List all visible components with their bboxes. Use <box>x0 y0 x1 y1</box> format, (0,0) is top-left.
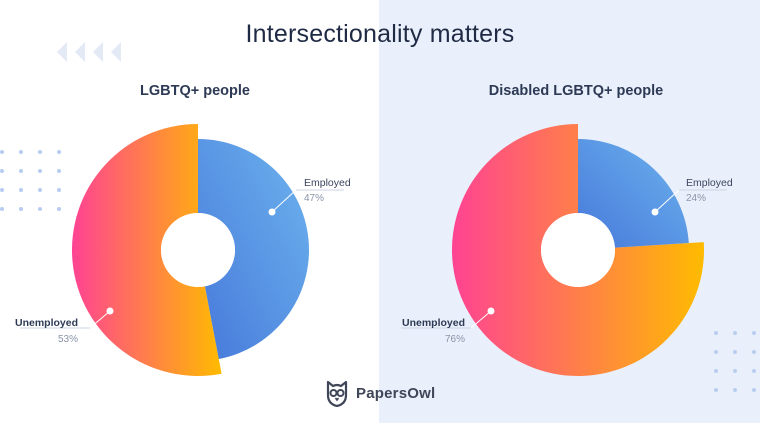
value-employed: 47% <box>304 193 324 204</box>
chevron-decoration-icon <box>57 42 121 62</box>
decoration-dot <box>19 169 23 173</box>
decoration-dot <box>57 188 61 192</box>
decoration-dot <box>38 207 42 211</box>
decoration-dot <box>38 169 42 173</box>
chart-disabled-lgbtq: Employed 24% Unemployed 76% <box>401 124 733 376</box>
chart-title-lgbtq: LGBTQ+ people <box>140 83 250 99</box>
decoration-dot <box>38 188 42 192</box>
slice-employed <box>198 139 309 360</box>
page-title: Intersectionality matters <box>245 20 515 48</box>
leader-line-employed <box>654 189 680 213</box>
decoration-dot <box>19 150 23 154</box>
decoration-dot <box>733 331 737 335</box>
decoration-dot <box>0 207 4 211</box>
decoration-dot <box>19 207 23 211</box>
chart-title-disabled-lgbtq: Disabled LGBTQ+ people <box>488 83 664 99</box>
slice-employed <box>578 139 689 248</box>
decoration-dot <box>0 188 4 192</box>
decoration-dot <box>714 331 718 335</box>
value-unemployed: 76% <box>445 334 465 345</box>
decoration-dot <box>19 188 23 192</box>
decoration-dot <box>714 388 718 392</box>
marker-unemployed <box>487 307 495 315</box>
decoration-dot <box>0 169 4 173</box>
owl-logo-icon <box>326 380 348 407</box>
brand-logo: PapersOwl <box>325 380 435 407</box>
leader-line-employed <box>271 189 297 213</box>
decoration-dot <box>57 150 61 154</box>
slice-unemployed <box>452 124 704 376</box>
decoration-dot <box>752 331 756 335</box>
brand-name: PapersOwl <box>356 385 436 402</box>
value-employed: 24% <box>686 193 706 204</box>
decoration-dot <box>752 369 756 373</box>
marker-unemployed <box>106 307 114 315</box>
decoration-dot <box>733 350 737 354</box>
decoration-dot <box>57 169 61 173</box>
donut-hole <box>161 213 235 287</box>
decoration-dot <box>714 350 718 354</box>
decoration-dot <box>733 388 737 392</box>
leader-line-unemployed <box>470 310 492 329</box>
leader-line-unemployed <box>89 310 111 329</box>
decoration-dot <box>752 350 756 354</box>
donut-hole <box>541 213 615 287</box>
marker-employed <box>651 208 659 216</box>
decoration-dot <box>38 150 42 154</box>
label-unemployed: Unemployed <box>402 317 465 329</box>
value-unemployed: 53% <box>58 334 78 345</box>
marker-employed <box>268 208 276 216</box>
label-employed: Employed <box>304 177 351 189</box>
decoration-dot <box>57 207 61 211</box>
decoration-dot <box>0 150 4 154</box>
label-unemployed: Unemployed <box>15 317 78 329</box>
decoration-dot <box>752 388 756 392</box>
chart-lgbtq: Employed 47% Unemployed 53% <box>15 124 351 376</box>
decoration-dot <box>714 369 718 373</box>
label-employed: Employed <box>686 177 733 189</box>
decoration-dot <box>733 369 737 373</box>
